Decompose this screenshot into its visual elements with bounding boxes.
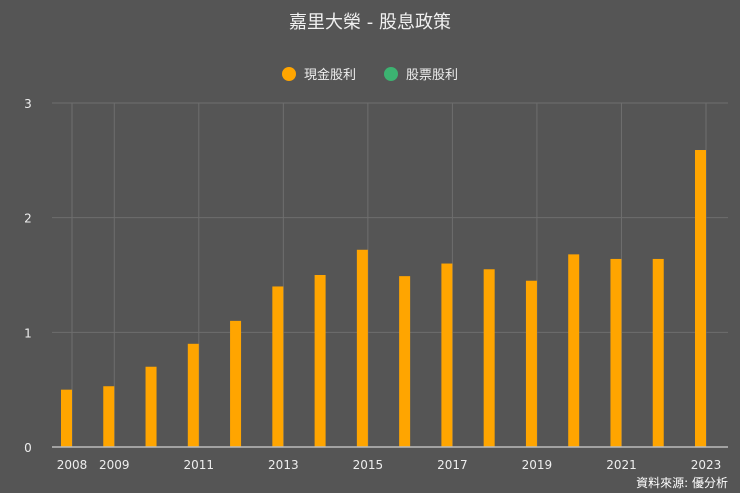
legend-label-cash: 現金股利 bbox=[303, 68, 356, 83]
bar-2018 bbox=[483, 269, 495, 447]
bar-2016 bbox=[399, 276, 411, 447]
x-tick-label: 2013 bbox=[268, 458, 299, 472]
x-tick-label: 2019 bbox=[522, 458, 553, 472]
bar-2022 bbox=[652, 258, 664, 447]
y-tick-label: 2 bbox=[24, 212, 32, 226]
bar-2020 bbox=[568, 254, 580, 447]
x-tick-label: 2015 bbox=[353, 458, 384, 472]
legend-item-stock[interactable]: 股票股利 bbox=[384, 64, 458, 83]
y-tick-label: 0 bbox=[24, 441, 32, 455]
x-tick-label: 2023 bbox=[691, 458, 722, 472]
bar-2021 bbox=[610, 258, 622, 447]
bar-2019 bbox=[525, 280, 537, 447]
bar-2013 bbox=[272, 286, 284, 447]
x-tick-label: 2017 bbox=[437, 458, 468, 472]
chart-title: 嘉里大榮 - 股息政策 bbox=[289, 12, 451, 33]
bar-2009 bbox=[103, 386, 115, 447]
legend-item-cash[interactable]: 現金股利 bbox=[281, 64, 356, 83]
x-tick-label: 2008 bbox=[57, 458, 88, 472]
source-note: 資料來源: 優分析 bbox=[636, 476, 728, 490]
y-tick-label: 1 bbox=[24, 326, 32, 340]
bar-2010 bbox=[145, 366, 157, 447]
bar-2017 bbox=[441, 263, 453, 447]
bar-2015 bbox=[356, 249, 368, 447]
legend-marker-cash bbox=[281, 66, 296, 81]
bar-2014 bbox=[314, 275, 326, 447]
bar-2023 bbox=[695, 150, 706, 447]
x-tick-label: 2009 bbox=[99, 458, 130, 472]
y-tick-label: 3 bbox=[24, 97, 32, 111]
bar-2008 bbox=[61, 389, 72, 447]
legend-label-stock: 股票股利 bbox=[406, 68, 459, 83]
legend: 現金股利 股票股利 bbox=[0, 64, 740, 83]
bar-2012 bbox=[230, 320, 242, 447]
x-tick-label: 2011 bbox=[184, 458, 215, 472]
bar-2011 bbox=[187, 343, 199, 447]
legend-marker-stock bbox=[384, 66, 398, 81]
x-tick-label: 2021 bbox=[606, 458, 637, 472]
